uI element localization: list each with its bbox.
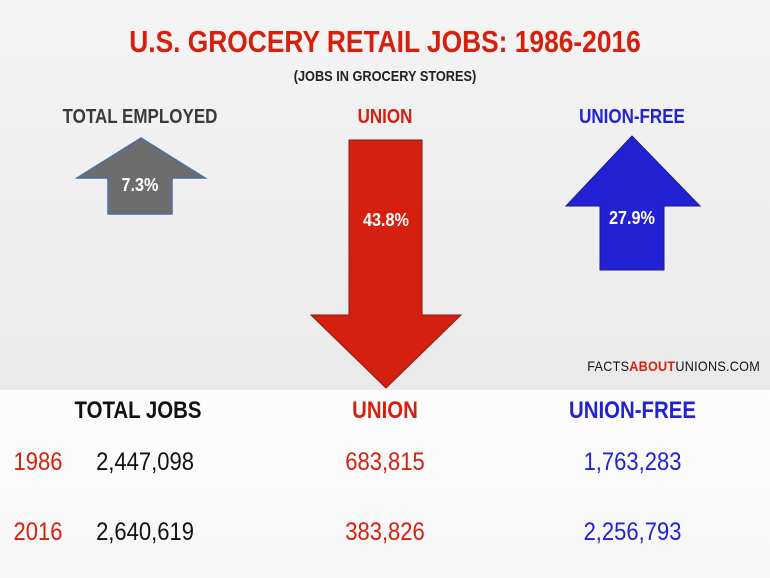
- row-1986-union: 683,815: [345, 448, 425, 476]
- header-union-free: UNION-FREE: [569, 397, 696, 424]
- row-2016-total: 2,640,619: [96, 518, 194, 546]
- watermark-facts: FACTS: [587, 358, 630, 374]
- union-down-arrow: [309, 139, 463, 389]
- chart-title: U.S. GROCERY RETAIL JOBS: 1986-2016: [129, 24, 641, 59]
- change-arrows: [74, 135, 702, 389]
- row-1986-union-free: 1,763,283: [583, 448, 682, 476]
- row-1986-total: 2,447,098: [96, 448, 194, 476]
- total-employed-up-arrow: [74, 137, 208, 215]
- total-employed-percent: 7.3%: [121, 175, 159, 195]
- union-free-up-arrow: [564, 135, 702, 271]
- watermark-about: ABOUT: [629, 358, 676, 374]
- table-panel: [0, 390, 770, 578]
- union-free-percent: 27.9%: [609, 208, 655, 228]
- header-union: UNION: [352, 397, 418, 424]
- watermark-unions: UNIONS.COM: [675, 358, 760, 374]
- row-2016-union-free: 2,256,793: [583, 518, 682, 546]
- row-2016-union: 383,826: [345, 518, 425, 546]
- union-percent: 43.8%: [363, 210, 409, 230]
- row-1986-year: 1986: [13, 448, 63, 476]
- chart-subtitle: (JOBS IN GROCERY STORES): [293, 68, 477, 85]
- header-total-jobs: TOTAL JOBS: [74, 397, 202, 424]
- union-free-label: UNION-FREE: [579, 106, 685, 128]
- site-watermark: FACTSABOUTUNIONS.COM: [580, 358, 760, 374]
- union-label: UNION: [357, 106, 413, 128]
- total-employed-label: TOTAL EMPLOYED: [62, 106, 218, 128]
- row-2016-year: 2016: [13, 518, 63, 546]
